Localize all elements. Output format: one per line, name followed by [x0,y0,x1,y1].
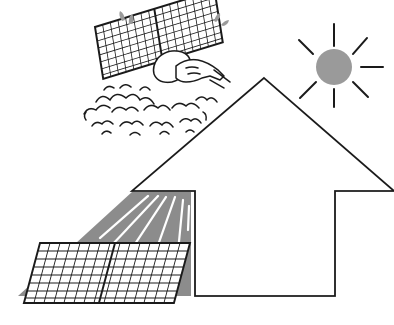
soap-foam-icon [83,84,218,136]
sun-disc [316,49,352,85]
wrist [209,69,231,89]
sun-rays [298,23,384,108]
house-arrow-icon [129,76,394,297]
water-drop-icon [119,11,229,26]
hand-icon [152,50,231,89]
ground-solar-panel [22,242,192,304]
sun-icon [298,23,384,108]
hand-fingers [175,58,225,83]
cleaned-solar-panel [93,0,224,81]
panel-divider [97,243,116,303]
panel-divider [153,8,164,62]
